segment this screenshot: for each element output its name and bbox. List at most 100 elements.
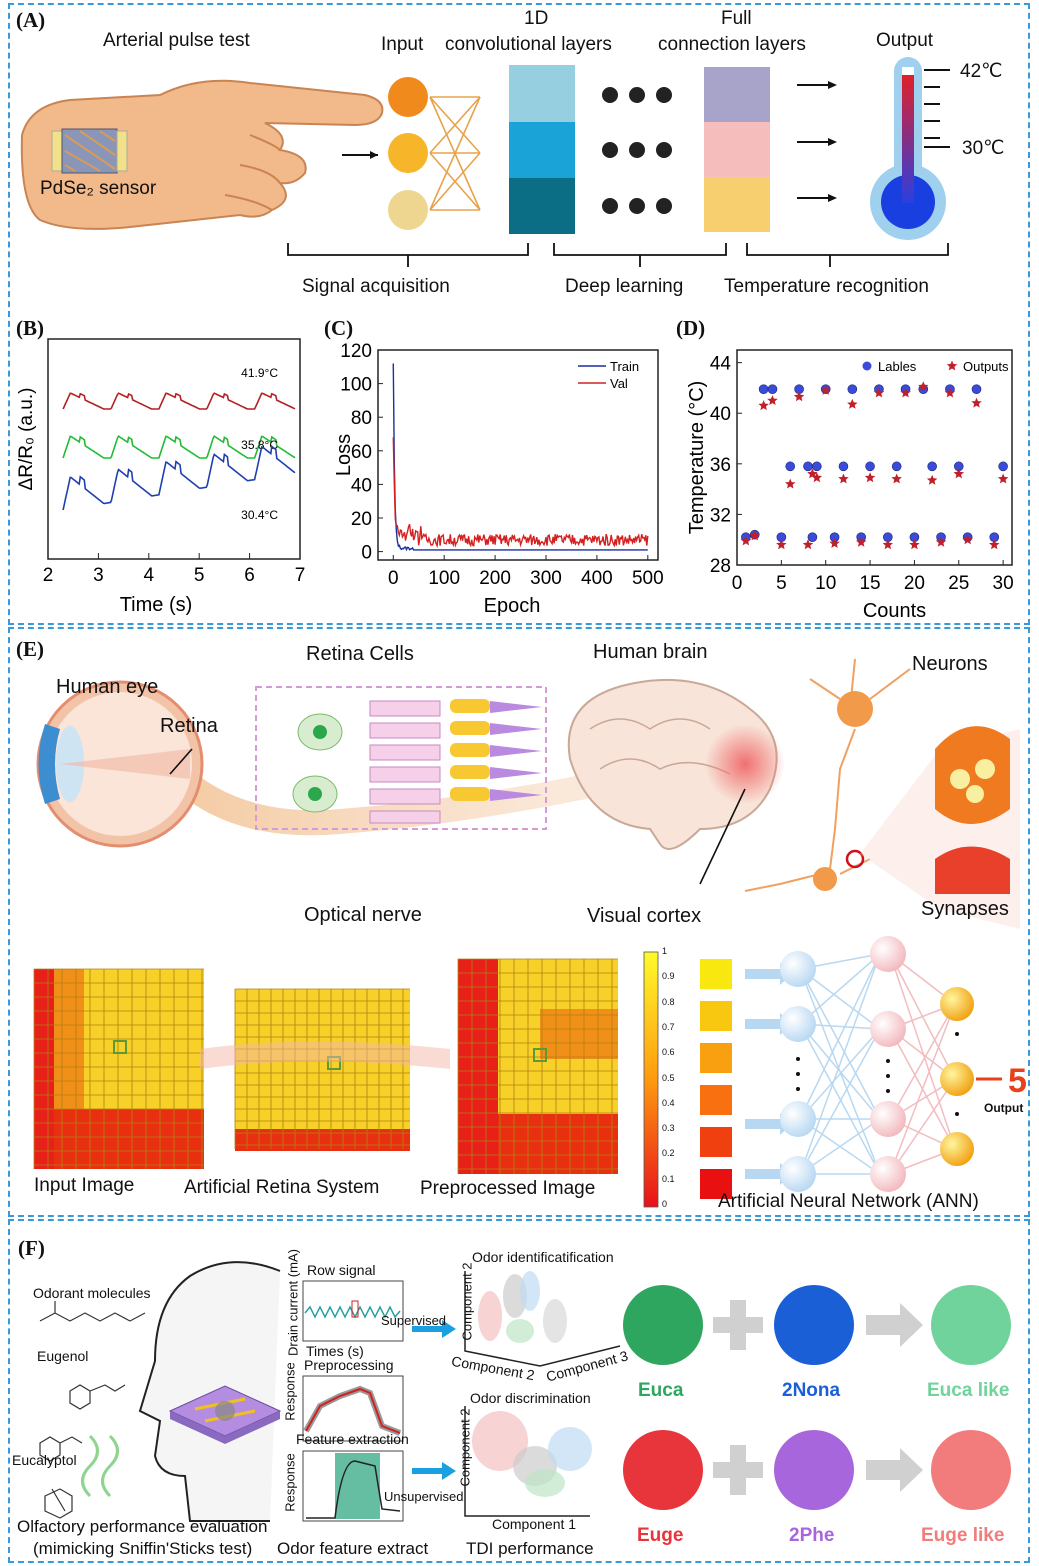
colorbar-tick: 0.3 (662, 1123, 675, 1134)
odorant-molecules-label: Odorant molecules (33, 1285, 151, 1301)
chart-d-point-output (829, 538, 840, 548)
chart-d-point-output (971, 397, 982, 408)
retina-cells-label: Retina Cells (306, 643, 414, 665)
chart-d-point-label (807, 532, 818, 542)
chart-c: 0 20 40 60 80 100 120 0 100 200 300 400 500 Epoch Loss… (333, 341, 664, 617)
feature-extraction-label: Feature extraction (296, 1431, 409, 1447)
euge-like-circle (931, 1430, 1011, 1510)
chart-d-point-label (891, 461, 902, 472)
chart-d-legend-label: Outputs (963, 359, 1009, 374)
visual-cortex-label: Visual cortex (587, 905, 702, 927)
chart-b-series-line (62, 435, 296, 459)
chart-d-point-output (864, 472, 876, 483)
colorbar-tick: 0.6 (662, 1047, 675, 1058)
retina-pointer (169, 748, 193, 775)
plus-icon (713, 1300, 763, 1495)
ann-connections-2 (889, 953, 956, 1175)
output-label: Output (876, 30, 934, 51)
output-digit: 5 (1008, 1062, 1027, 1100)
chart-d-legend-swatch (946, 360, 958, 371)
chart-d-point-output (953, 468, 964, 479)
conv-layers-title-2: convolutional layers (445, 34, 612, 55)
chart-c-xtick-label: 400 (581, 568, 613, 589)
chart-d-point-output (909, 539, 920, 550)
chart-d-xtick-label: 5 (776, 573, 787, 594)
panel-b-label: (B) (16, 316, 44, 340)
chart-d-point-label (927, 461, 937, 472)
chart-d-point-output (926, 474, 938, 485)
odor-wave (81, 1434, 119, 1498)
olfactory-label-1: Olfactory performance evaluation (17, 1517, 268, 1536)
chart-c-ytick-label: 100 (340, 375, 372, 396)
panel-c-label: (C) (324, 316, 354, 340)
conv-layers-title-1: 1D (524, 8, 549, 29)
olfactory-label-2: (mimicking Sniffin'Sticks test) (33, 1539, 253, 1558)
chart-b-series-line (62, 392, 296, 410)
human-eye-label: Human eye (56, 676, 159, 698)
response-label-2: Response (282, 1453, 298, 1512)
fc-layer (704, 67, 770, 122)
chart-d-point-output (811, 472, 823, 483)
chart-d-ylabel: Temperature (°C) (686, 381, 708, 535)
chart-d-ytick-label: 44 (710, 354, 732, 375)
phe-label: 2Phe (789, 1525, 835, 1546)
chart-d-point-label (838, 461, 849, 472)
signal-acquisition-label: Signal acquisition (302, 276, 450, 297)
nona-label: 2Nona (782, 1380, 841, 1401)
unsupervised-label: Unsupervised (384, 1489, 464, 1504)
component-1-label: Component 1 (492, 1516, 577, 1532)
chart-b-frame (47, 338, 301, 560)
chart-c-ytick-label: 80 (351, 408, 372, 429)
head-silhouette (138, 1261, 281, 1522)
chart-d-point-label (803, 461, 813, 472)
odor-discrimination-plot (464, 1406, 592, 1517)
chart-d-point-output (935, 536, 947, 547)
chart-b-ylabel: ΔR/R₀ (a.u.) (16, 388, 37, 491)
row-signal-highlight (351, 1300, 359, 1318)
chart-c-ytick-label: 40 (351, 475, 372, 496)
input-node (388, 77, 428, 117)
human-brain-label: Human brain (593, 641, 708, 663)
chart-d-ytick-label: 28 (710, 556, 731, 577)
chart-d: 28 32 36 40 44 0 5 10 15 20 25 30 Counts Temperature … (686, 349, 1014, 622)
chart-d-ytick-label: 40 (710, 404, 731, 425)
full-layers-title-2: connection layers (658, 34, 806, 55)
conv-layer (509, 122, 575, 178)
eye-illustration (36, 680, 204, 848)
euca-like-label: Euca like (927, 1380, 1010, 1401)
chart-d-point-output (882, 539, 893, 550)
ann-input-layer (780, 951, 816, 1192)
input-node (388, 190, 428, 230)
colorbar-tick: 0.8 (662, 996, 675, 1007)
response-label-1: Response (282, 1362, 298, 1421)
input-cubes (700, 959, 732, 1199)
temp-low-label: 30℃ (962, 138, 1005, 159)
molecule-structures (39, 1301, 146, 1519)
euge-like-label: Euge like (921, 1525, 1005, 1546)
chart-b-xtick-label: 5 (194, 565, 205, 586)
chart-d-xtick-label: 25 (948, 573, 969, 594)
flow-arrows (412, 1320, 456, 1480)
colorbar-tick: 0.2 (662, 1148, 675, 1159)
neuron-body (837, 691, 873, 727)
euge-circle (623, 1430, 703, 1510)
colorbar-tick: 0.9 (662, 971, 675, 982)
chart-d-ytick-label: 36 (710, 455, 731, 476)
cube-arrows (745, 963, 792, 1185)
input-node (388, 133, 428, 173)
phe-circle (774, 1430, 854, 1510)
chart-d-point-output (856, 536, 867, 547)
fc-layer (704, 122, 770, 177)
optical-nerve-label: Optical nerve (304, 904, 422, 926)
odor-discrimination-label: Odor discrimination (470, 1390, 591, 1406)
chart-c-ytick-label: 60 (351, 442, 372, 463)
euca-label: Euca (638, 1380, 684, 1401)
chart-d-point-label (758, 384, 769, 395)
chart-c-ylabel: Loss (333, 434, 355, 476)
chart-c-xtick-label: 100 (428, 568, 460, 589)
chart-d-point-output (749, 530, 760, 541)
panel-f-illustration (39, 1261, 1011, 1522)
input-label: Input (381, 34, 424, 55)
chart-d-xlabel: Counts (863, 600, 926, 622)
panel-f-label: (F) (18, 1236, 45, 1260)
